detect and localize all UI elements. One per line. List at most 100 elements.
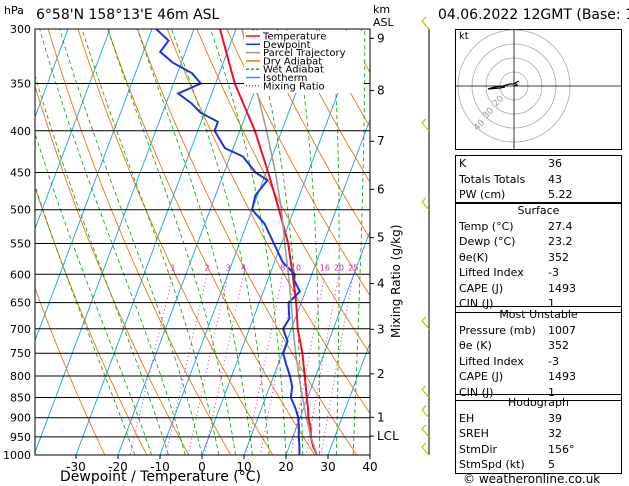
- surface-title: Surface: [517, 204, 560, 217]
- isotherm-line: [201, 29, 363, 455]
- km-tick-label: 6: [377, 182, 385, 196]
- wind-barb-flag: [421, 197, 427, 203]
- wet-adiabat-line: [171, 29, 270, 455]
- mixing-ratio-line: [245, 274, 284, 455]
- hodograph-frame: [455, 29, 622, 150]
- hodograph: kt 40 30 20: [455, 29, 622, 150]
- pressure-tick-label: 950: [10, 431, 31, 444]
- wind-barb: [421, 20, 430, 30]
- pressure-tick-label: 500: [10, 204, 31, 217]
- km-tick-label: 9: [377, 31, 385, 45]
- hodograph-trace: [487, 80, 520, 90]
- legend-entry: Dry Adiabat: [263, 56, 322, 67]
- index-row: Totals Totals 43: [459, 172, 562, 186]
- km-tick-label: 8: [377, 84, 385, 98]
- x-axis-label: Dewpoint / Temperature (°C): [60, 469, 261, 485]
- mixing-ratio-label: 8: [280, 263, 285, 272]
- pressure-tick-label: 850: [10, 391, 31, 404]
- hodograph-kt-label: kt: [459, 31, 469, 42]
- pressure-tick-label: 750: [10, 347, 31, 360]
- mixing-ratio-label: 16: [320, 263, 330, 272]
- wind-barb-flag: [421, 316, 427, 322]
- mixing-ratio-label: 20: [334, 263, 344, 272]
- km-tick-label: 7: [377, 134, 385, 148]
- index-row: K 36: [459, 157, 562, 170]
- wind-barb: [421, 201, 430, 211]
- wind-barb-flag: [421, 16, 427, 22]
- wet-adiabat-line: [331, 29, 340, 455]
- wind-barb: [421, 446, 430, 456]
- pressure-tick-label: 900: [10, 412, 31, 425]
- pressure-tick-label: 1000: [3, 449, 31, 462]
- surface-row: Dewp (°C) 23.2: [459, 235, 573, 248]
- pressure-tick-label: 600: [10, 268, 31, 281]
- x-tick-label: 0: [198, 460, 206, 474]
- legend-entry: Dewpoint: [263, 40, 311, 51]
- surface-row: Lifted Index -3: [459, 266, 559, 279]
- km-label: km: [373, 3, 391, 16]
- datetime-title: 04.06.2022 12GMT (Base: 12): [438, 7, 629, 23]
- wind-barb: [421, 389, 430, 398]
- most-unstable-table: Most Unstable Pressure (mb) 1007 θe (K) 35…: [455, 306, 622, 401]
- pressure-tick-label: 700: [10, 323, 31, 336]
- axis-ticks: -30 -20 -10 0 10 20 30 40: [66, 455, 378, 474]
- mixing-ratio-label: 4: [241, 263, 246, 272]
- isotherm-line: [117, 29, 279, 455]
- pressure-tick-label: 650: [10, 297, 31, 310]
- indices-table: K 36 Totals Totals 43 PW (cm) 5.22: [455, 155, 622, 204]
- wind-barb: [421, 320, 430, 330]
- legend-box: [244, 31, 364, 93]
- legend-entry: Isotherm: [263, 73, 307, 84]
- isotherm-line: [159, 29, 321, 455]
- surface-row: θe(K) 352: [459, 250, 569, 264]
- pressure-tick-label: 450: [10, 166, 31, 179]
- mixing-ratio-label: 1: [171, 263, 176, 272]
- y-axis-label: Mixing Ratio (g/kg): [389, 224, 403, 338]
- x-tick-label: -30: [66, 460, 86, 474]
- hodo-row: StmSpd (kt) 5: [459, 458, 555, 471]
- x-tick-label: -20: [108, 460, 128, 474]
- mu-row: CIN (J) 1: [459, 385, 555, 399]
- asl-label: ASL: [373, 16, 394, 29]
- series-temperature: [219, 29, 319, 455]
- wet-adiabat-line: [352, 29, 366, 455]
- legend-entry: Wet Adiabat: [263, 65, 324, 76]
- mixing-ratio-label: 10: [291, 263, 301, 272]
- wind-barb: [421, 428, 430, 438]
- mixing-ratio-label: 25: [348, 263, 358, 272]
- km-tick-label: LCL: [377, 429, 399, 443]
- km-tick-label: 3: [377, 322, 385, 336]
- isotherm-line: [35, 29, 111, 230]
- pressure-tick-label: 300: [10, 23, 31, 36]
- mu-row: θe (K) 352: [459, 339, 569, 352]
- isotherm-line: [327, 341, 370, 455]
- mixing-ratio-label: 3: [226, 263, 231, 272]
- hodograph-table-title: Hodograph: [508, 396, 569, 409]
- hodo-row: SREH 32: [459, 427, 562, 440]
- surface-row: Temp (°C) 27.4: [459, 219, 573, 233]
- legend-entry: Parcel Trajectory: [263, 48, 346, 59]
- wet-adiabat-line: [210, 29, 287, 455]
- hpa-label: hPa: [4, 4, 24, 17]
- mu-row: CAPE (J) 1493: [459, 370, 576, 383]
- mixing-ratio-labels: 1 2 3 4 8 10 16 20 25: [171, 263, 359, 272]
- wet-adiabat-line: [107, 29, 237, 455]
- wet-adiabat-line: [39, 29, 186, 455]
- dry-adiabat-line: [226, 29, 370, 297]
- wind-barbs: [421, 16, 430, 456]
- wind-barb-flag: [421, 424, 427, 430]
- x-tick-label: 10: [236, 460, 251, 474]
- pressure-tick-label: 400: [10, 125, 31, 138]
- mixing-ratio-line: [320, 274, 354, 455]
- wet-adiabat-line: [252, 29, 304, 455]
- mixing-ratio-label: 2: [205, 263, 210, 272]
- km-tick-label: 4: [377, 277, 385, 291]
- mu-row: Pressure (mb) 1007: [459, 323, 576, 337]
- location-title: 6°58'N 158°13'E 46m ASL: [36, 7, 220, 23]
- km-tick-label: 5: [377, 231, 385, 245]
- dry-adiabat-line: [285, 29, 370, 184]
- wind-barb: [421, 122, 430, 132]
- wind-barb-flag: [421, 405, 427, 411]
